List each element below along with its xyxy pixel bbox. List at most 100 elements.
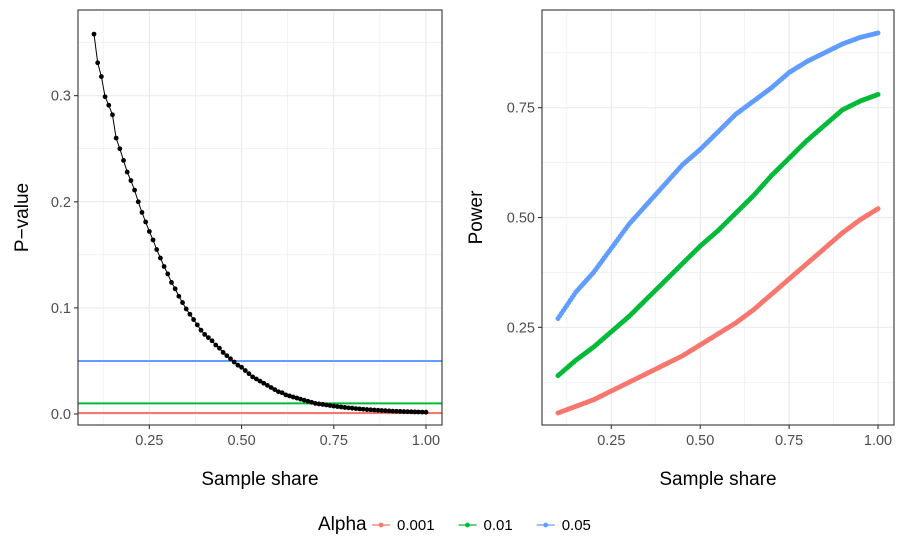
pvalue-point xyxy=(405,409,410,415)
pvalue-point xyxy=(408,409,414,415)
left-panel: 0.25 0.50 0.75 1.00 0.0 0.1 0.2 0.3 Sample sha… xyxy=(12,9,443,490)
pvalue-point xyxy=(327,403,333,408)
legend-key-point xyxy=(378,522,384,528)
pvalue-point xyxy=(180,300,185,305)
left-y-tick-label: 0.1 xyxy=(51,301,71,317)
pvalue-point xyxy=(335,404,340,409)
left-y-axis-title: P−value xyxy=(12,183,33,252)
pvalue-point xyxy=(224,353,230,359)
pvalue-point xyxy=(135,199,141,205)
pvalue-point xyxy=(423,409,429,415)
legend-item-label: 0.001 xyxy=(397,517,435,534)
pvalue-point xyxy=(419,409,425,415)
left-y-tick-label: 0.3 xyxy=(51,89,71,105)
legend-item-0.01: 0.01 xyxy=(458,517,513,534)
pvalue-point xyxy=(250,374,256,380)
pvalue-point xyxy=(272,387,278,392)
legend-item-label: 0.01 xyxy=(484,517,513,534)
pvalue-point xyxy=(312,400,318,406)
power-point xyxy=(875,206,881,212)
left-x-axis-title: Sample share xyxy=(201,469,318,490)
pvalue-point xyxy=(416,409,422,415)
pvalue-point xyxy=(121,157,126,163)
pvalue-point xyxy=(261,380,267,386)
legend-item-0.001: 0.001 xyxy=(372,517,435,534)
left-y-axis: 0.0 0.1 0.2 0.3 xyxy=(51,89,78,423)
pvalue-point xyxy=(176,293,182,299)
pvalue-point xyxy=(386,408,392,414)
pvalue-point xyxy=(102,94,108,100)
pvalue-point xyxy=(217,345,222,351)
pvalue-point xyxy=(394,408,399,414)
pvalue-point xyxy=(132,187,137,193)
pvalue-point xyxy=(143,219,149,225)
legend-key-point xyxy=(465,522,470,528)
left-grid xyxy=(78,10,442,425)
right-y-tick-label: 0.75 xyxy=(507,101,535,117)
pvalue-point xyxy=(283,392,289,398)
pvalue-point xyxy=(220,350,226,355)
pvalue-point xyxy=(117,146,123,152)
right-panel: 0.25 0.50 0.75 1.00 0.25 0.50 0.75 Sample sha… xyxy=(466,9,895,490)
right-y-axis: 0.25 0.50 0.75 xyxy=(507,101,542,336)
left-x-tick-label: 0.25 xyxy=(135,433,163,449)
pvalue-point xyxy=(264,382,270,388)
pvalue-point xyxy=(146,229,152,234)
left-panel-border xyxy=(77,9,443,426)
pvalue-point xyxy=(205,335,211,340)
pvalue-point xyxy=(231,359,237,365)
pvalue-point xyxy=(183,306,189,312)
pvalue-point xyxy=(165,271,171,277)
left-y-tick-label: 0.2 xyxy=(51,195,71,211)
pvalue-point xyxy=(239,364,244,370)
pvalue-point xyxy=(228,356,233,362)
pvalue-point xyxy=(150,237,156,243)
right-x-tick-label: 0.50 xyxy=(686,433,714,449)
pvalue-point xyxy=(154,247,160,252)
pvalue-point xyxy=(268,385,274,390)
pvalue-point xyxy=(305,398,311,404)
pvalue-point xyxy=(316,401,322,407)
pvalue-point xyxy=(187,311,193,317)
pvalue-point xyxy=(110,112,115,118)
pvalue-point xyxy=(209,338,215,344)
left-threshold-lines xyxy=(78,359,442,414)
pvalue-point xyxy=(235,362,241,368)
pvalue-point xyxy=(106,102,112,108)
pvalue-point xyxy=(198,327,204,333)
pvalue-point xyxy=(364,407,370,412)
pvalue-point xyxy=(253,376,259,382)
pvalue-point xyxy=(357,406,362,412)
left-y-tick-label: 0.0 xyxy=(51,407,71,423)
power-point xyxy=(875,92,881,98)
right-y-tick-label: 0.50 xyxy=(507,211,535,227)
pvalue-point xyxy=(213,342,219,348)
pvalue-point xyxy=(139,209,145,215)
right-x-tick-label: 1.00 xyxy=(864,433,892,449)
pvalue-point xyxy=(401,409,407,414)
left-x-tick-label: 0.75 xyxy=(320,433,348,449)
pvalue-point xyxy=(257,378,263,384)
pvalue-point xyxy=(191,317,197,322)
pvalue-point xyxy=(383,408,388,414)
right-y-tick-label: 0.25 xyxy=(507,320,535,336)
pvalue-point xyxy=(368,407,374,413)
pvalue-point xyxy=(294,395,300,401)
pvalue-point xyxy=(342,405,348,410)
pvalue-point xyxy=(353,406,359,411)
pvalue-point xyxy=(91,31,97,37)
pvalue-point xyxy=(397,409,403,414)
pvalue-point xyxy=(331,403,337,409)
pvalue-point xyxy=(276,389,281,395)
right-series xyxy=(555,30,881,416)
left-x-tick-label: 1.00 xyxy=(412,433,440,449)
right-x-axis-title: Sample share xyxy=(659,469,776,490)
power-series-0.001 xyxy=(555,206,881,416)
pvalue-point xyxy=(169,280,174,285)
pvalue-point xyxy=(161,264,167,269)
pvalue-point xyxy=(349,405,355,411)
pvalue-point xyxy=(324,402,329,408)
pvalue-point xyxy=(371,407,377,413)
